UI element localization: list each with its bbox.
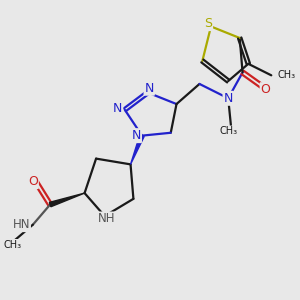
Text: N: N [113, 102, 122, 115]
Polygon shape [50, 193, 85, 207]
Text: CH₃: CH₃ [4, 240, 22, 250]
Text: O: O [261, 83, 271, 96]
Text: N: N [132, 129, 141, 142]
Text: HN: HN [13, 218, 30, 231]
Text: N: N [145, 82, 154, 95]
Text: N: N [224, 92, 233, 105]
Text: CH₃: CH₃ [219, 126, 237, 136]
Text: O: O [28, 175, 38, 188]
Text: S: S [204, 17, 212, 30]
Polygon shape [130, 135, 144, 164]
Text: CH₃: CH₃ [277, 70, 295, 80]
Text: NH: NH [98, 212, 115, 225]
